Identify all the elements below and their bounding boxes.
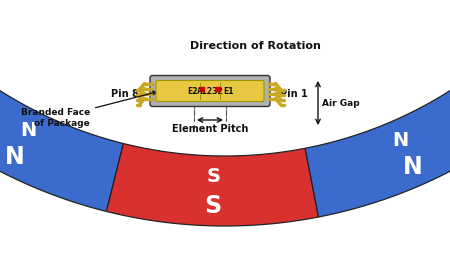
Text: A1232: A1232 <box>197 86 224 95</box>
Polygon shape <box>107 144 319 226</box>
Text: S: S <box>204 194 221 218</box>
Text: E1: E1 <box>223 86 233 95</box>
Text: Air Gap: Air Gap <box>322 98 360 107</box>
Text: Pin 8: Pin 8 <box>111 89 139 99</box>
FancyBboxPatch shape <box>150 76 270 106</box>
Text: N: N <box>5 145 25 169</box>
Text: Pin 1: Pin 1 <box>279 89 307 99</box>
Text: Element Pitch: Element Pitch <box>172 124 248 134</box>
Polygon shape <box>305 76 450 217</box>
Text: N: N <box>20 121 36 140</box>
FancyBboxPatch shape <box>156 81 264 102</box>
Text: N: N <box>393 131 409 150</box>
Text: E2: E2 <box>187 86 197 95</box>
Text: Branded Face
of Package: Branded Face of Package <box>21 91 157 128</box>
Polygon shape <box>0 63 123 211</box>
Text: Ring
Magnet: Ring Magnet <box>0 265 1 266</box>
Text: Direction of Rotation: Direction of Rotation <box>189 41 320 51</box>
Text: S: S <box>207 167 220 186</box>
Text: N: N <box>403 155 423 179</box>
